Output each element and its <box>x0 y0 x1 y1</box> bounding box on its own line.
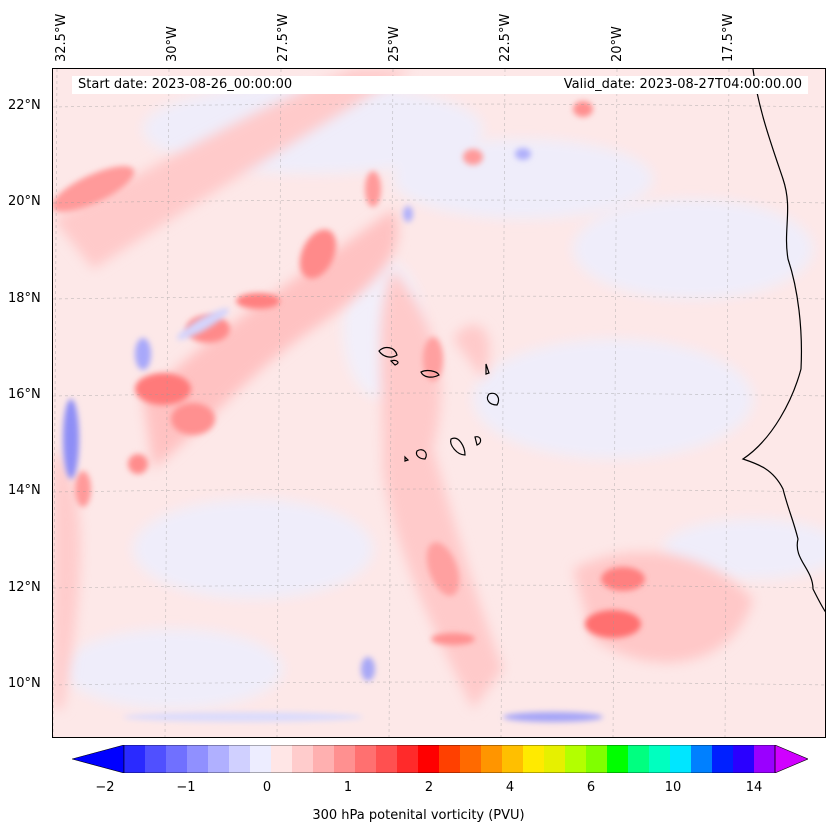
colorbar-segment <box>544 745 566 773</box>
colorbar-segment <box>586 745 608 773</box>
lat-label-16n: 16°N <box>8 387 41 402</box>
colorbar-segment <box>418 745 440 773</box>
colorbar-border <box>123 745 776 773</box>
lon-label-30w: 30°W <box>165 26 180 62</box>
colorbar <box>72 745 808 773</box>
lat-label-10n: 10°N <box>8 676 41 691</box>
colorbar-segment <box>355 745 377 773</box>
cb-tick-2: 2 <box>424 780 434 795</box>
colorbar-segment <box>502 745 524 773</box>
colorbar-segment <box>754 745 776 773</box>
cb-tick-minus2: −2 <box>95 780 115 795</box>
cb-tick-1: 1 <box>343 780 353 795</box>
colorbar-segment <box>733 745 755 773</box>
lon-label-22-5w: 22.5°W <box>498 13 513 62</box>
colorbar-segment <box>124 745 146 773</box>
colorbar-segment <box>292 745 314 773</box>
lon-label-25w: 25°W <box>387 26 402 62</box>
date-banner: Start date: 2023-08-26_00:00:00 Valid_da… <box>72 76 808 94</box>
cb-tick-6: 6 <box>586 780 596 795</box>
colorbar-segment <box>334 745 356 773</box>
lon-label-32-5w: 32.5°W <box>54 13 69 62</box>
colorbar-segment <box>313 745 335 773</box>
colorbar-segment <box>271 745 293 773</box>
lat-label-20n: 20°N <box>8 194 41 209</box>
colorbar-segment <box>691 745 713 773</box>
colorbar-title: 300 hPa potenital vorticity (PVU) <box>312 808 525 823</box>
colorbar-segment <box>481 745 503 773</box>
lon-label-27-5w: 27.5°W <box>276 13 291 62</box>
start-date: Start date: 2023-08-26_00:00:00 <box>78 77 293 92</box>
colorbar-segment <box>460 745 482 773</box>
cb-tick-10: 10 <box>664 780 682 795</box>
colorbar-segment <box>166 745 188 773</box>
colorbar-segment <box>208 745 230 773</box>
lon-label-20w: 20°W <box>610 26 625 62</box>
lat-label-22n: 22°N <box>8 98 41 113</box>
cb-tick-minus1: −1 <box>176 780 196 795</box>
pv-field <box>53 69 825 737</box>
colorbar-segment <box>628 745 650 773</box>
colorbar-segment <box>187 745 209 773</box>
lat-label-18n: 18°N <box>8 291 41 306</box>
cb-tick-14: 14 <box>745 780 763 795</box>
colorbar-segment <box>523 745 545 773</box>
lon-label-17-5w: 17.5°W <box>721 13 736 62</box>
colorbar-segment <box>439 745 461 773</box>
pv-map <box>52 68 826 738</box>
lat-label-14n: 14°N <box>8 483 41 498</box>
colorbar-segment <box>670 745 692 773</box>
colorbar-extend-low <box>72 745 125 773</box>
colorbar-segment <box>649 745 671 773</box>
colorbar-segment <box>397 745 419 773</box>
colorbar-segment <box>250 745 272 773</box>
lat-label-12n: 12°N <box>8 580 41 595</box>
valid-date: Valid_date: 2023-08-27T04:00:00.00 <box>563 77 802 92</box>
colorbar-segment <box>145 745 167 773</box>
colorbar-extend-high <box>774 745 808 773</box>
cb-tick-0: 0 <box>262 780 272 795</box>
colorbar-segment <box>712 745 734 773</box>
colorbar-segment <box>607 745 629 773</box>
colorbar-segment <box>229 745 251 773</box>
africa-coastline <box>741 69 825 613</box>
colorbar-segment <box>376 745 398 773</box>
colorbar-segment <box>565 745 587 773</box>
cape-verde-islands <box>378 346 500 462</box>
cb-tick-4: 4 <box>505 780 515 795</box>
